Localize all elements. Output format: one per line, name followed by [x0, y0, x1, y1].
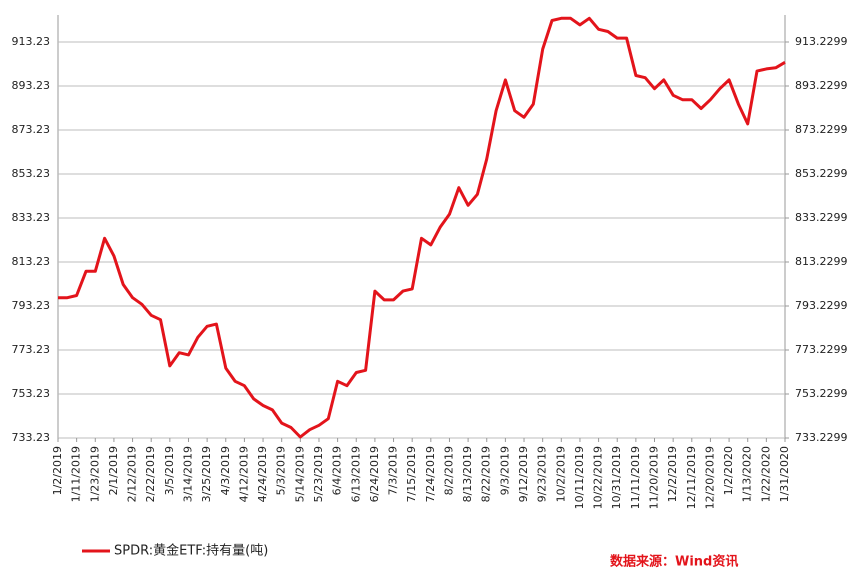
- y2-tick-label: 833.2299: [795, 211, 848, 224]
- x-tick-label: 1/2/2020: [722, 446, 735, 495]
- y-tick-label: 813.23: [12, 255, 51, 268]
- x-tick-label: 3/25/2019: [200, 446, 213, 502]
- x-tick-label: 10/22/2019: [592, 446, 605, 509]
- x-tick-label: 1/2/2019: [51, 446, 64, 495]
- y2-tick-label: 853.2299: [795, 167, 848, 180]
- x-tick-label: 10/11/2019: [573, 446, 586, 509]
- y-tick-label: 733.23: [12, 431, 51, 444]
- x-tick-label: 8/22/2019: [480, 446, 493, 502]
- x-tick-label: 8/13/2019: [461, 446, 474, 502]
- x-tick-label: 9/3/2019: [498, 446, 511, 495]
- x-tick-label: 10/2/2019: [554, 446, 567, 502]
- x-tick-label: 12/11/2019: [685, 446, 698, 509]
- x-tick-label: 3/5/2019: [163, 446, 176, 495]
- x-tick-label: 2/12/2019: [126, 446, 139, 502]
- y-tick-label: 853.23: [12, 167, 51, 180]
- x-tick-label: 6/13/2019: [349, 446, 362, 502]
- x-tick-label: 5/3/2019: [275, 446, 288, 495]
- x-tick-label: 1/23/2019: [88, 446, 101, 502]
- x-tick-label: 1/22/2020: [759, 446, 772, 502]
- y-tick-label: 913.23: [12, 35, 51, 48]
- x-tick-label: 5/23/2019: [312, 446, 325, 502]
- x-tick-label: 9/12/2019: [517, 446, 530, 502]
- x-tick-label: 1/13/2020: [741, 446, 754, 502]
- x-tick-label: 7/3/2019: [387, 446, 400, 495]
- x-tick-label: 1/31/2020: [778, 446, 791, 502]
- legend-label: SPDR:黄金ETF:持有量(吨): [114, 543, 268, 559]
- y2-tick-label: 893.2299: [795, 79, 848, 92]
- y-tick-label: 873.23: [12, 123, 51, 136]
- y-tick-label: 753.23: [12, 387, 51, 400]
- x-tick-label: 4/12/2019: [237, 446, 250, 502]
- x-tick-label: 7/15/2019: [405, 446, 418, 502]
- x-tick-label: 2/1/2019: [107, 446, 120, 495]
- y2-tick-label: 913.2299: [795, 35, 848, 48]
- y2-tick-label: 813.2299: [795, 255, 848, 268]
- source-note: 数据来源：Wind资讯: [610, 554, 738, 570]
- x-tick-label: 10/31/2019: [610, 446, 623, 509]
- x-tick-label: 6/24/2019: [368, 446, 381, 502]
- y2-tick-label: 873.2299: [795, 123, 848, 136]
- x-tick-label: 3/14/2019: [181, 446, 194, 502]
- x-tick-label: 4/3/2019: [219, 446, 232, 495]
- y2-tick-label: 733.2299: [795, 431, 848, 444]
- y-tick-label: 773.23: [12, 343, 51, 356]
- y-tick-label: 893.23: [12, 79, 51, 92]
- x-tick-label: 1/11/2019: [70, 446, 83, 502]
- x-tick-label: 2/22/2019: [144, 446, 157, 502]
- x-tick-label: 8/2/2019: [442, 446, 455, 495]
- y2-tick-label: 773.2299: [795, 343, 848, 356]
- x-tick-label: 7/24/2019: [424, 446, 437, 502]
- y2-tick-label: 793.2299: [795, 299, 848, 312]
- x-tick-label: 12/20/2019: [703, 446, 716, 509]
- x-tick-label: 4/24/2019: [256, 446, 269, 502]
- y-tick-label: 833.23: [12, 211, 51, 224]
- x-tick-label: 9/23/2019: [536, 446, 549, 502]
- y2-tick-label: 753.2299: [795, 387, 848, 400]
- y-tick-label: 793.23: [12, 299, 51, 312]
- x-tick-label: 12/2/2019: [666, 446, 679, 502]
- data-line: [58, 16, 786, 439]
- x-tick-label: 6/4/2019: [331, 446, 344, 495]
- x-tick-label: 5/14/2019: [293, 446, 306, 502]
- x-tick-label: 11/20/2019: [648, 446, 661, 509]
- x-tick-label: 11/11/2019: [629, 446, 642, 509]
